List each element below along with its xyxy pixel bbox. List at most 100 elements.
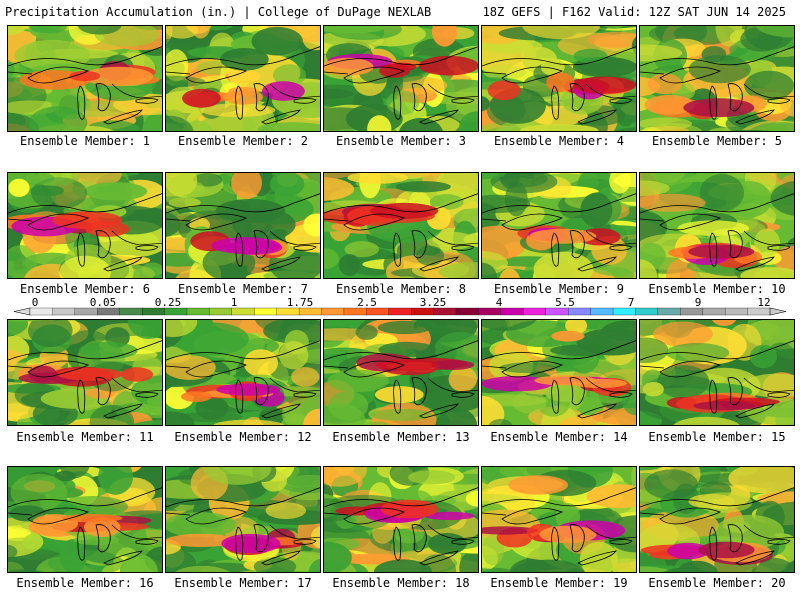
great-lake-outline (293, 392, 317, 398)
precip-blob (488, 418, 513, 425)
coastline (166, 487, 320, 508)
colorbar-swatch (411, 307, 435, 316)
precip-blob (409, 425, 452, 426)
ensemble-member-map (165, 172, 321, 279)
great-lake-outline (253, 230, 269, 259)
great-lake-outline (419, 403, 459, 419)
precip-blob (89, 404, 135, 425)
precip-blob (147, 388, 162, 416)
colorbar-tick-label: 7 (627, 296, 635, 309)
precip-band (324, 57, 374, 76)
great-lake-outline (27, 360, 90, 378)
great-lake-outline (551, 85, 560, 120)
great-lake-outline (451, 245, 475, 251)
coastline (166, 46, 320, 67)
precip-blob (324, 402, 366, 425)
colorbar-swatch (657, 307, 681, 316)
precipitation-field (640, 320, 794, 425)
precip-band (216, 383, 281, 396)
precip-blob (28, 320, 73, 348)
border-line (482, 218, 636, 246)
ensemble-member-label: Ensemble Member: 16 (16, 576, 154, 590)
precip-blob (435, 407, 478, 425)
precip-blob (195, 396, 229, 420)
precip-blob (522, 26, 600, 40)
precip-blob (580, 192, 613, 228)
precipitation-field (8, 320, 162, 425)
precip-blob (483, 65, 527, 80)
ensemble-member-map (639, 319, 795, 426)
precip-blob (408, 470, 456, 485)
precipitation-field (640, 173, 794, 278)
precip-blob (9, 505, 46, 522)
precip-band (375, 359, 439, 371)
precip-blob (14, 39, 91, 72)
precip-blob (26, 173, 80, 186)
great-lake-outline (261, 403, 301, 419)
precip-blob (324, 26, 385, 34)
great-lake-outline (95, 83, 111, 112)
great-lake-outline (393, 232, 402, 267)
precip-blob (79, 342, 138, 360)
precip-blob (644, 469, 698, 500)
ensemble-member-label: Ensemble Member: 13 (332, 430, 470, 444)
ensemble-member-label: Ensemble Member: 14 (490, 430, 628, 444)
precip-band (221, 533, 281, 554)
precip-blob (166, 411, 195, 425)
precip-blob (324, 248, 339, 269)
precip-blob (375, 386, 424, 404)
great-lake-outline (419, 256, 459, 272)
border-line (324, 365, 478, 393)
great-lake-outline (103, 403, 143, 419)
precipitation-field (640, 467, 794, 572)
border-line (166, 218, 320, 246)
great-lake-outline (569, 83, 585, 112)
great-lake-outline (293, 98, 317, 104)
border-line (166, 71, 320, 99)
coastline (482, 487, 636, 508)
ensemble-member-label: Ensemble Member: 10 (648, 282, 786, 296)
colorbar-tick-label: 3.25 (419, 296, 447, 309)
precip-blob (688, 55, 751, 84)
colorbar-left-arrow (13, 307, 31, 316)
ensemble-member-map (481, 25, 637, 132)
great-lake-outline (103, 109, 143, 125)
precip-blob (631, 467, 636, 491)
colorbar-tick-label: 0.25 (154, 296, 182, 309)
ensemble-member-label: Ensemble Member: 8 (335, 282, 467, 296)
precip-blob (544, 384, 587, 402)
precip-blob (324, 177, 355, 201)
great-lake-outline (577, 109, 617, 125)
colorbar-swatch (321, 307, 345, 316)
precip-blob (508, 475, 568, 495)
precip-blob (520, 124, 599, 131)
chart-title: Precipitation Accumulation (in.) | Colle… (5, 5, 432, 19)
precip-blob (8, 26, 27, 35)
precip-blob (728, 467, 794, 494)
precip-blob (573, 48, 608, 64)
precip-blob (395, 181, 451, 193)
precip-blob (255, 320, 318, 334)
great-lake-outline (735, 550, 775, 566)
precipitation-field (482, 467, 636, 572)
precip-blob (166, 320, 198, 337)
precip-blob (482, 320, 537, 331)
great-lake-outline (27, 66, 90, 84)
colorbar-tick-label: 0.05 (89, 296, 117, 309)
precipitation-field (482, 173, 636, 278)
colorbar-swatch (612, 307, 636, 316)
great-lake-outline (609, 392, 633, 398)
precip-blob (565, 320, 588, 334)
colorbar-swatch (119, 307, 143, 316)
precip-blob (131, 419, 162, 425)
precip-blob (427, 533, 467, 555)
coastline (166, 340, 320, 361)
precip-blob (231, 173, 262, 199)
coastline (482, 46, 636, 67)
great-lake-outline (551, 526, 560, 561)
precip-blob (377, 320, 432, 335)
colorbar-swatch (478, 307, 502, 316)
coastline (324, 193, 478, 214)
great-lake-outline (569, 524, 585, 553)
coastline (640, 46, 794, 67)
